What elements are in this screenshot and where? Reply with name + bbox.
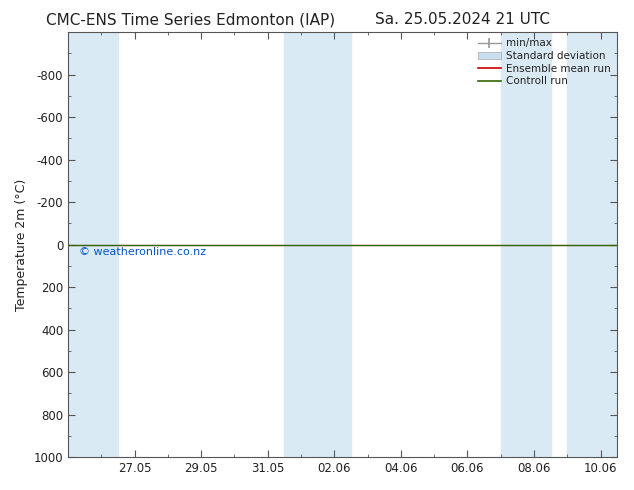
Text: Sa. 25.05.2024 21 UTC: Sa. 25.05.2024 21 UTC <box>375 12 550 27</box>
Text: CMC-ENS Time Series Edmonton (IAP): CMC-ENS Time Series Edmonton (IAP) <box>46 12 335 27</box>
Legend: min/max, Standard deviation, Ensemble mean run, Controll run: min/max, Standard deviation, Ensemble me… <box>475 35 614 89</box>
Bar <box>501 32 550 457</box>
Bar <box>567 32 617 457</box>
Bar <box>285 32 318 457</box>
Bar <box>68 32 118 457</box>
Bar <box>318 32 351 457</box>
Y-axis label: Temperature 2m (°C): Temperature 2m (°C) <box>15 178 28 311</box>
Text: © weatheronline.co.nz: © weatheronline.co.nz <box>79 247 206 257</box>
